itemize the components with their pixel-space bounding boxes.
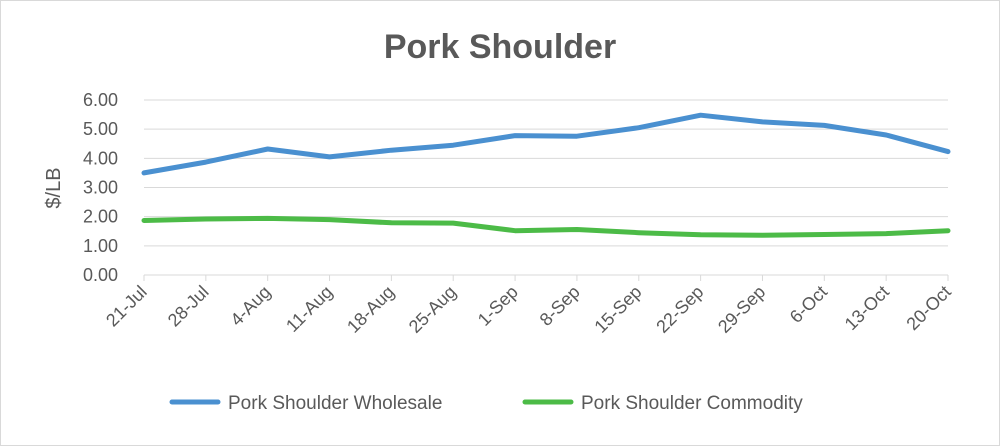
x-tick-label: 11-Aug (282, 282, 336, 336)
x-tick-label: 21-Jul (102, 282, 151, 331)
y-tick-label: 3.00 (83, 178, 118, 198)
x-tick-label: 4-Aug (226, 282, 274, 330)
y-tick-label: 0.00 (83, 265, 118, 285)
y-tick-label: 4.00 (83, 148, 118, 168)
x-tick-label: 29-Sep (714, 282, 769, 337)
chart-title: Pork Shoulder (384, 28, 616, 66)
x-axis-ticks: 21-Jul 28-Jul 4-Aug 11-Aug 18-Aug 25-Aug 1-Sep… (102, 275, 955, 337)
series-line (141, 215, 951, 238)
series-line (141, 112, 951, 176)
x-tick-label: 15-Sep (590, 282, 645, 337)
gridlines (144, 99, 948, 276)
x-tick-label: 6-Oct (786, 282, 831, 327)
x-tick-label: 18-Aug (343, 282, 398, 337)
y-tick-label: 2.00 (83, 207, 118, 227)
y-tick-label: 5.00 (83, 119, 118, 139)
y-tick-label: 6.00 (83, 90, 118, 110)
legend: Pork Shoulder Wholesale Pork Shoulder Com… (169, 393, 803, 414)
x-tick-label: 28-Jul (164, 282, 213, 331)
x-tick-label: 25-Aug (405, 282, 460, 337)
y-axis-ticks: 0.00 1.00 2.00 3.00 4.00 5.00 6.00 (83, 90, 118, 285)
x-tick-label: 8-Sep (536, 282, 584, 330)
x-tick-label: 22-Sep (652, 282, 707, 337)
legend-label: Pork Shoulder Commodity (581, 393, 803, 414)
x-tick-label: 20-Oct (902, 282, 954, 334)
x-tick-label: 13-Oct (841, 282, 893, 334)
series-lines (141, 112, 951, 238)
x-tick-label: 1-Sep (474, 282, 522, 330)
legend-label: Pork Shoulder Wholesale (228, 393, 442, 414)
y-axis-label: $/LB (43, 167, 65, 208)
y-tick-label: 1.00 (83, 236, 118, 256)
